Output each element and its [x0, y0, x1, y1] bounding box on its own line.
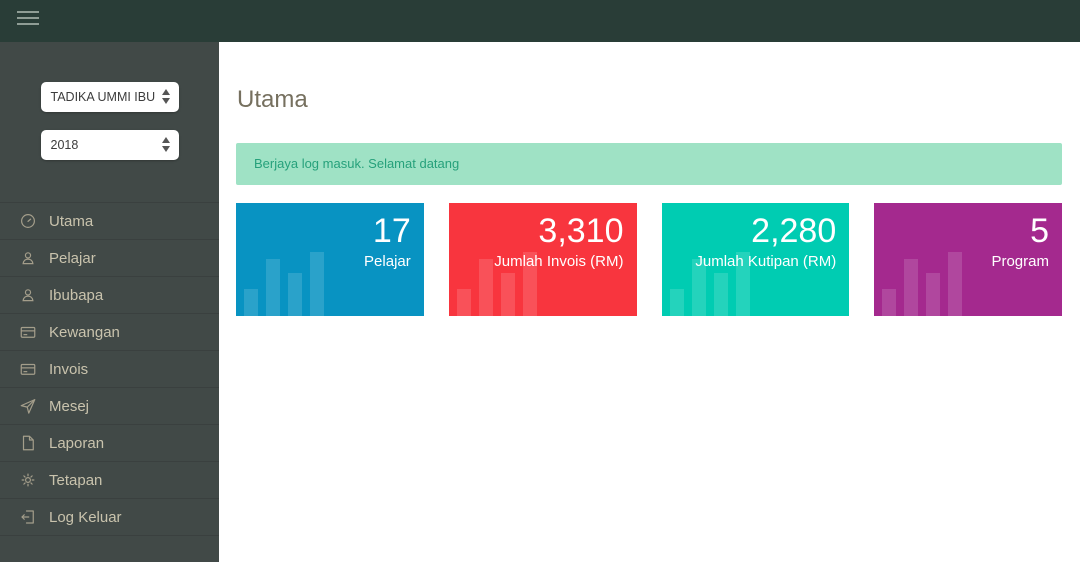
sidebar-menu-item[interactable]: Pelajar	[0, 239, 219, 276]
credit-card-icon	[19, 360, 37, 378]
sidebar-menu: Utama Pelajar Ibubapa Kewangan Invois	[0, 202, 219, 536]
select-stepper-icon	[161, 89, 171, 105]
sidebar-menu-item[interactable]: Ibubapa	[0, 276, 219, 313]
sidebar-menu-item[interactable]: Kewangan	[0, 313, 219, 350]
credit-card-icon	[19, 323, 37, 341]
school-select-value: TADIKA UMMI IBU	[50, 90, 156, 104]
sidebar-menu-item-label: Ibubapa	[49, 286, 104, 304]
send-icon	[19, 397, 37, 415]
stat-card: 3,310 Jumlah Invois (RM)	[448, 203, 637, 316]
sidebar-menu-item[interactable]: Utama	[0, 202, 219, 239]
stat-card: 2,280 Jumlah Kutipan (RM)	[661, 203, 850, 316]
user-icon	[19, 249, 37, 267]
sidebar-menu-item[interactable]: Log Keluar	[0, 498, 219, 535]
bar-chart-decoration-icon	[456, 252, 537, 316]
stat-card: 17 Pelajar	[236, 203, 424, 316]
file-icon	[19, 434, 37, 452]
sidebar-menu-item-label: Pelajar	[49, 249, 96, 267]
sidebar-menu-item-label: Laporan	[49, 434, 105, 452]
stat-card-label: Jumlah Invois (RM)	[494, 253, 624, 271]
sidebar-menu-item-label: Invois	[49, 360, 89, 378]
sidebar-menu-item-label: Kewangan	[49, 323, 120, 341]
bar-chart-decoration-icon	[244, 252, 324, 316]
stat-card-value: 17	[372, 212, 411, 250]
stat-card-label: Pelajar	[364, 253, 411, 271]
sidebar-menu-item-label: Log Keluar	[49, 508, 122, 526]
stat-card-label: Jumlah Kutipan (RM)	[695, 253, 837, 271]
stat-card-value: 5	[1030, 212, 1049, 250]
topbar	[0, 0, 1080, 42]
stat-cards: 17 Pelajar 3,310 Jumlah Invois (RM)	[236, 203, 1062, 316]
stat-card-label: Program	[991, 253, 1049, 271]
dashboard-icon	[19, 212, 37, 230]
school-select[interactable]: TADIKA UMMI IBU	[40, 82, 179, 112]
year-select-value: 2018	[50, 138, 79, 152]
user-icon	[19, 286, 37, 304]
success-alert: Berjaya log masuk. Selamat datang	[236, 143, 1062, 185]
sidebar-menu-item-label: Tetapan	[49, 471, 103, 489]
sidebar-menu-item-label: Utama	[49, 212, 94, 230]
sidebar-menu-item[interactable]: Laporan	[0, 424, 219, 461]
sidebar-menu-item[interactable]: Mesej	[0, 387, 219, 424]
stat-card: 5 Program	[874, 203, 1062, 316]
stat-card-value: 3,310	[538, 212, 624, 250]
year-select[interactable]: 2018	[40, 130, 179, 160]
menu-icon[interactable]	[17, 11, 39, 29]
stat-card-value: 2,280	[751, 212, 837, 250]
logout-icon	[19, 508, 37, 526]
bar-chart-decoration-icon	[669, 252, 750, 316]
sidebar-menu-item[interactable]: Tetapan	[0, 461, 219, 498]
main-content: Utama Berjaya log masuk. Selamat datang …	[219, 42, 1080, 562]
gear-icon	[19, 471, 37, 489]
sidebar-menu-item[interactable]: Invois	[0, 350, 219, 387]
bar-chart-decoration-icon	[882, 252, 963, 316]
sidebar: TADIKA UMMI IBU 2018 Utama Pelajar Ibuba…	[0, 42, 219, 562]
page-title: Utama	[237, 86, 308, 113]
sidebar-menu-item-label: Mesej	[49, 397, 90, 415]
select-stepper-icon	[161, 137, 171, 153]
